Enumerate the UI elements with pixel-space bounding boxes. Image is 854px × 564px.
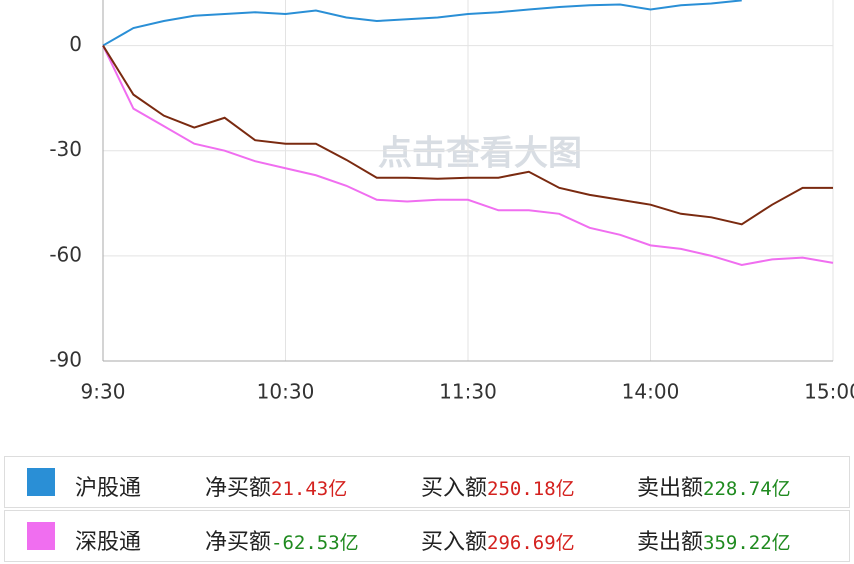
value: 250.18亿 — [487, 478, 575, 500]
buy: 买入额296.69亿 — [421, 524, 575, 556]
net-buy: 净买额21.43亿 — [205, 470, 347, 502]
legend-table: 沪股通 净买额21.43亿 买入额250.18亿 卖出额228.74亿 深股通 … — [4, 456, 850, 564]
label: 买入额 — [421, 530, 488, 555]
label: 净买额 — [205, 530, 272, 555]
net-buy: 净买额-62.53亿 — [205, 524, 359, 556]
series-line — [102, 45, 833, 226]
y-tick-label: 0 — [69, 32, 82, 56]
sell: 卖出额228.74亿 — [637, 470, 791, 502]
x-tick-label: 14:00 — [622, 380, 680, 404]
chart: 点击查看大图 0 -30 -60 -90 9:30 10:30 11:30 14:00 15:0… — [49, 0, 854, 404]
label: 买入额 — [421, 476, 488, 501]
label: 净买额 — [205, 476, 272, 501]
label: 卖出额 — [637, 530, 704, 555]
legend-name: 深股通 — [75, 530, 142, 555]
sell: 卖出额359.22亿 — [637, 524, 791, 556]
value: 228.74亿 — [703, 478, 791, 500]
legend-name: 沪股通 — [75, 476, 142, 501]
y-tick-label: -30 — [49, 137, 82, 161]
legend-swatch — [27, 522, 55, 550]
value: -62.53亿 — [271, 532, 359, 554]
series-line — [102, 0, 742, 47]
x-tick-label: 11:30 — [439, 380, 497, 404]
value: 296.69亿 — [487, 532, 575, 554]
value: 21.43亿 — [271, 478, 348, 500]
watermark: 点击查看大图 — [378, 134, 582, 174]
y-tick-label: -60 — [49, 242, 82, 266]
label: 卖出额 — [637, 476, 704, 501]
series-line — [102, 45, 834, 266]
x-tick-label: 15:00 — [804, 380, 854, 404]
table-row: 深股通 净买额-62.53亿 买入额296.69亿 卖出额359.22亿 — [4, 510, 850, 562]
buy: 买入额250.18亿 — [421, 470, 575, 502]
x-tick-label: 10:30 — [257, 380, 315, 404]
x-tick-label: 9:30 — [81, 380, 126, 404]
legend-swatch — [27, 468, 55, 496]
y-tick-label: -90 — [49, 348, 82, 372]
value: 359.22亿 — [703, 532, 791, 554]
table-row: 沪股通 净买额21.43亿 买入额250.18亿 卖出额228.74亿 — [4, 456, 850, 508]
